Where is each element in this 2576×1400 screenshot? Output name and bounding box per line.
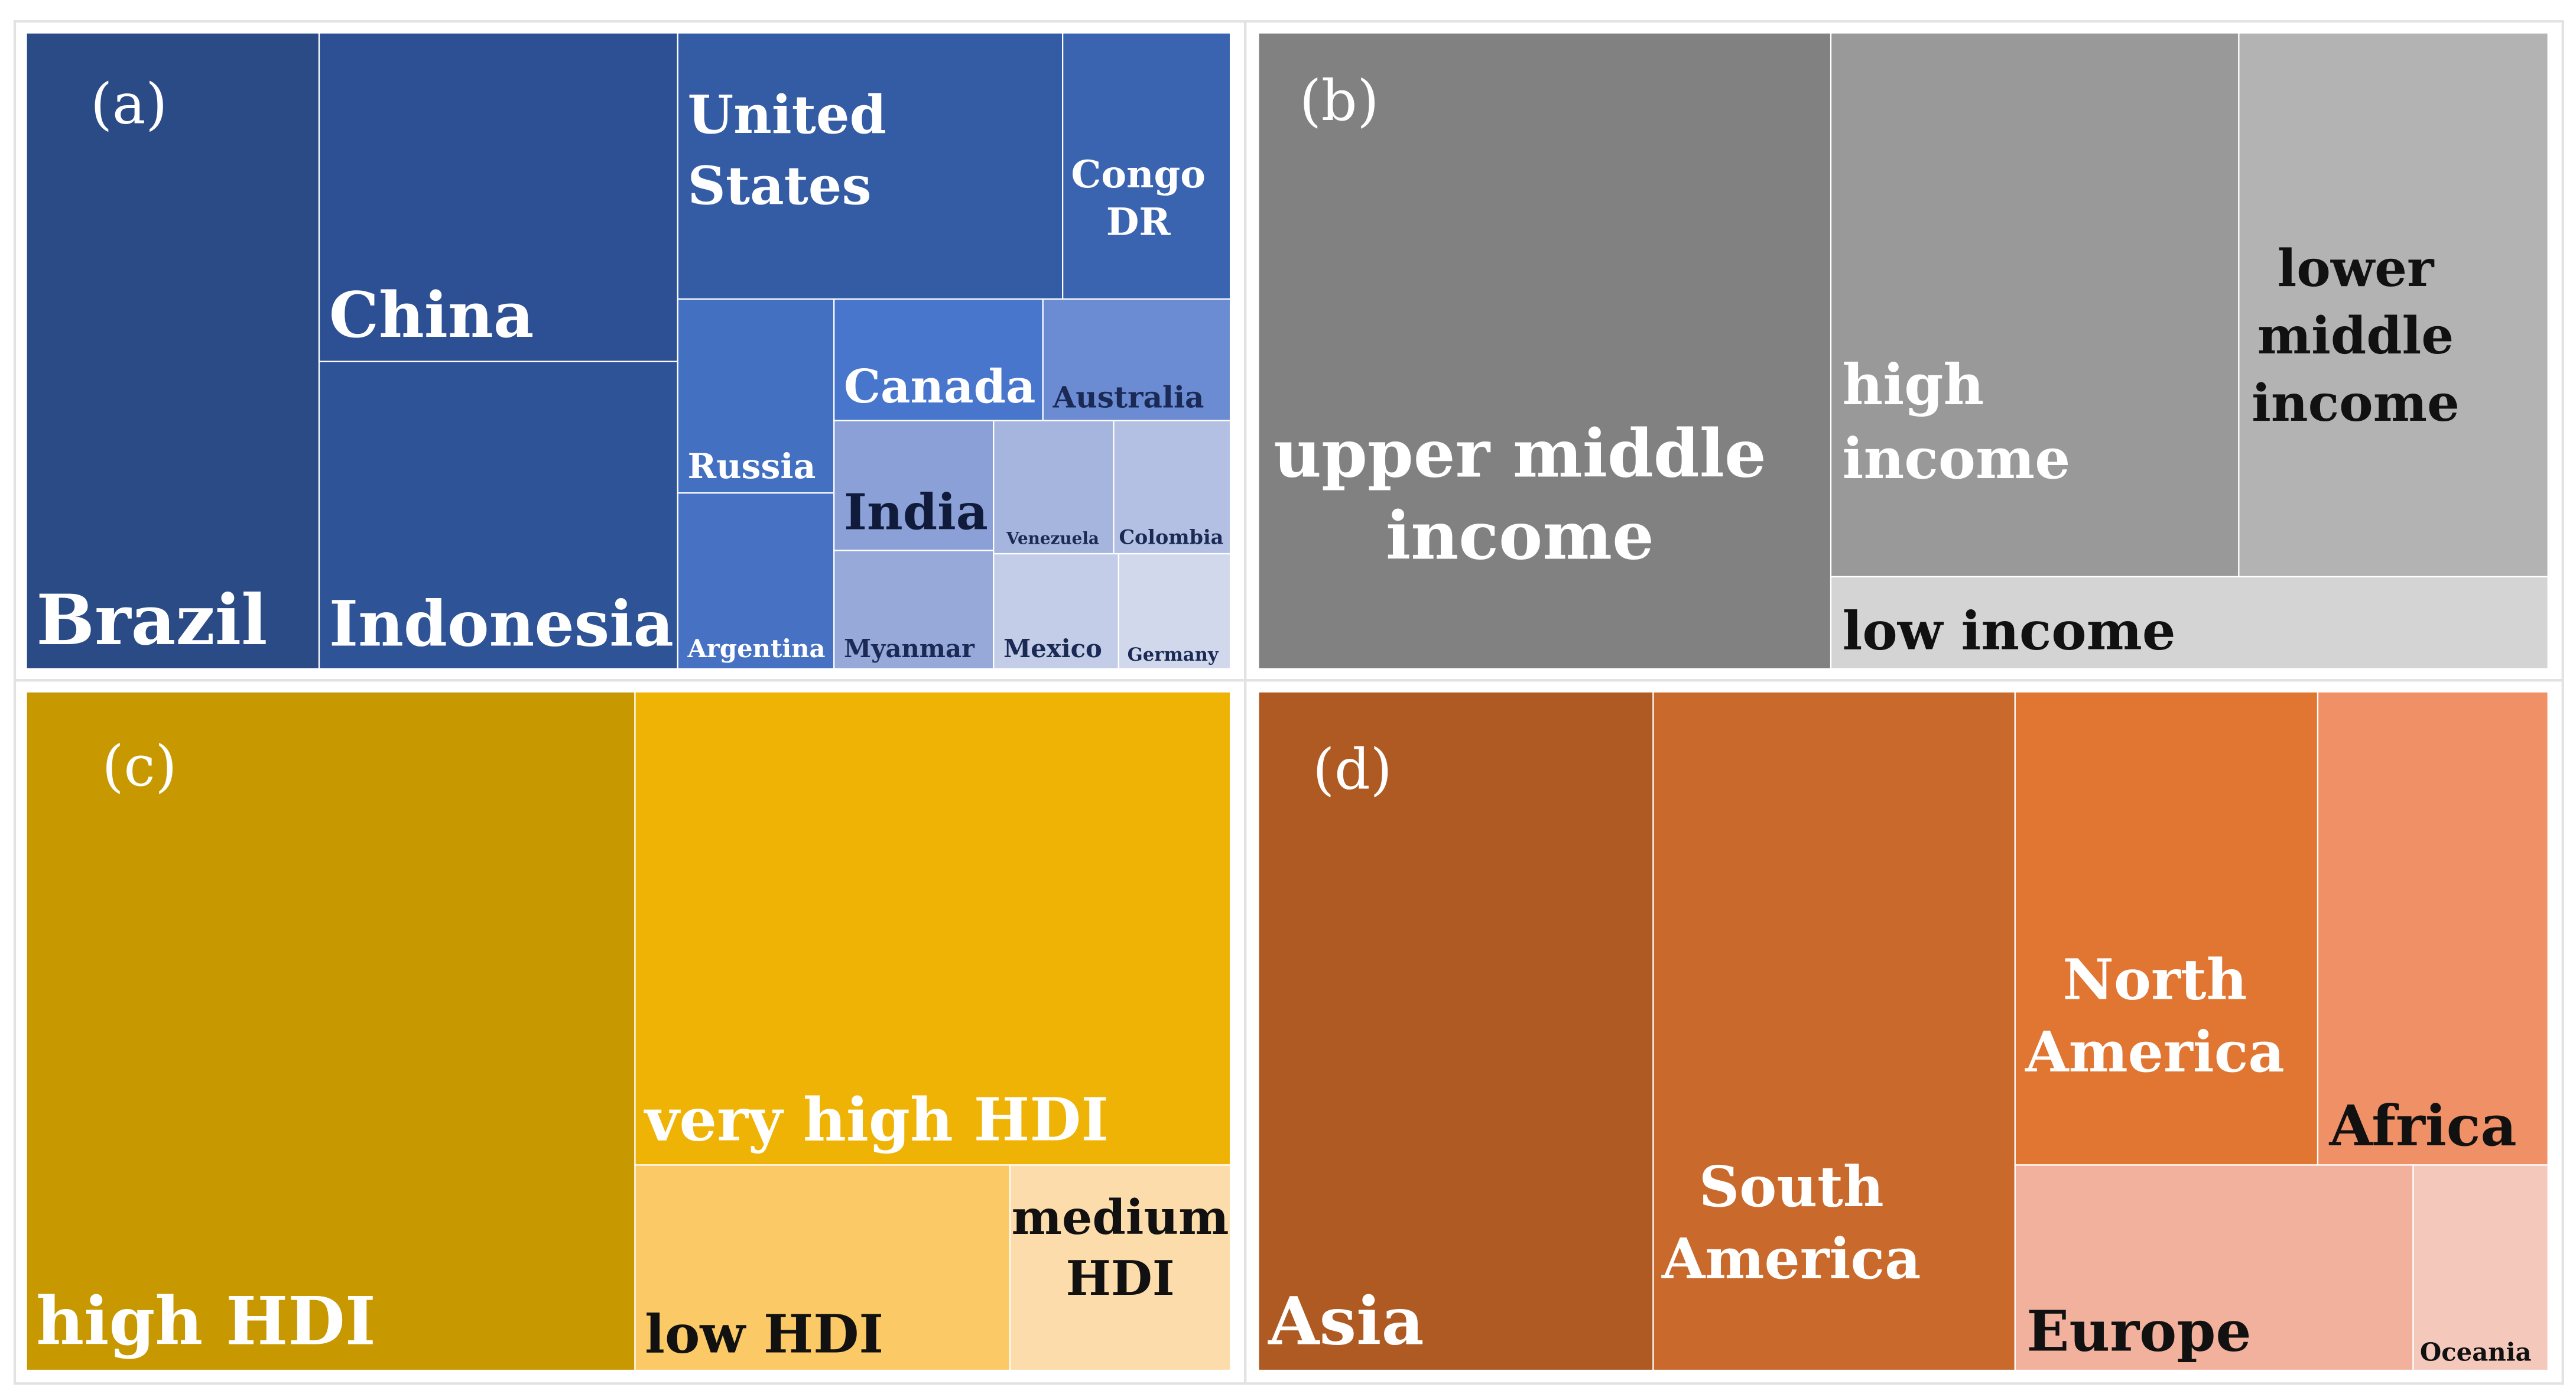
tile-asia [1258, 691, 1654, 1372]
tile-label-united-states: United States [688, 83, 886, 216]
tile-upper-middle-income [1258, 32, 1832, 670]
tile-label-low-income: low income [1843, 599, 2176, 661]
tile-label-mexico: Mexico [1003, 634, 1102, 663]
panel-d-continent-treemap: Asia South America North America Africa Europe… [1258, 691, 2549, 1372]
tile-label-north-america: North America [2025, 947, 2285, 1085]
tile-high-income [1830, 32, 2240, 578]
tile-label-germany: Germany [1128, 644, 1219, 665]
tile-label-china: China [329, 278, 534, 352]
tile-indonesia [318, 360, 678, 670]
tile-label-venezuela: Venezuela [1006, 528, 1099, 548]
tile-label-low-hdi: low HDI [645, 1302, 883, 1365]
tile-label-canada: Canada [844, 360, 1036, 414]
tile-brazil [25, 32, 320, 670]
tile-colombia [1113, 420, 1232, 555]
tile-oceania [2412, 1164, 2549, 1372]
tile-germany [1118, 553, 1232, 670]
tile-very-high-hdi [634, 691, 1232, 1166]
tile-myanmar [833, 550, 995, 670]
tile-india [833, 420, 995, 551]
panel-label: (a) [90, 72, 167, 137]
panel-label: (d) [1313, 738, 1392, 803]
tile-congo-dr [1062, 32, 1232, 300]
tile-mexico [993, 553, 1119, 670]
tile-label-medium-hdi: medium HDI [1012, 1190, 1229, 1307]
tile-label-south-america: South America [1661, 1154, 1921, 1292]
panel-label: (b) [1300, 69, 1379, 134]
tile-lower-middle-income [2238, 32, 2549, 578]
tile-label-myanmar: Myanmar [844, 634, 975, 663]
tile-label-oceania: Oceania [2420, 1337, 2532, 1366]
tile-label-very-high-hdi: very high HDI [644, 1085, 1109, 1155]
tile-united-states [677, 32, 1064, 300]
tile-south-america [1652, 691, 2016, 1372]
tile-europe [2014, 1164, 2414, 1372]
panel-b-income-treemap: upper middle income high income lower middle i… [1258, 32, 2549, 670]
tile-label-russia: Russia [688, 446, 816, 486]
tile-high-hdi [25, 691, 636, 1372]
tile-venezuela [993, 420, 1115, 555]
tile-label-colombia: Colombia [1119, 525, 1223, 548]
tile-africa [2317, 691, 2549, 1166]
tile-label-europe: Europe [2026, 1299, 2251, 1365]
tile-label-australia: Australia [1052, 380, 1204, 415]
tile-label-india: India [844, 483, 988, 541]
tile-label-congo-dr: Congo DR [1071, 152, 1206, 245]
panel-a-country-treemap: Brazil China Indonesia United States Congo DR R… [25, 32, 1232, 670]
tile-label-asia: Asia [1268, 1284, 1424, 1360]
tile-low-income [1830, 576, 2549, 670]
tile-label-indonesia: Indonesia [329, 587, 674, 661]
tile-label-africa: Africa [2329, 1093, 2517, 1159]
panel-label: (c) [102, 734, 177, 799]
tile-argentina [677, 492, 835, 670]
tile-label-high-hdi: high HDI [36, 1284, 376, 1360]
tile-label-upper-middle-income: upper middle income [1274, 415, 1766, 574]
tile-low-hdi [634, 1164, 1011, 1372]
tile-label-brazil: Brazil [36, 579, 267, 661]
tile-label-lower-middle-income: lower middle income [2252, 239, 2460, 433]
tile-medium-hdi [1009, 1164, 1232, 1372]
tile-label-argentina: Argentina [687, 634, 826, 663]
panel-c-hdi-treemap: high HDI very high HDI low HDI medium HDI (c) [25, 691, 1232, 1372]
tile-russia [677, 298, 835, 494]
tile-australia [1042, 298, 1232, 421]
tile-label-high-income: high income [1843, 352, 2071, 492]
tile-north-america [2014, 691, 2319, 1166]
